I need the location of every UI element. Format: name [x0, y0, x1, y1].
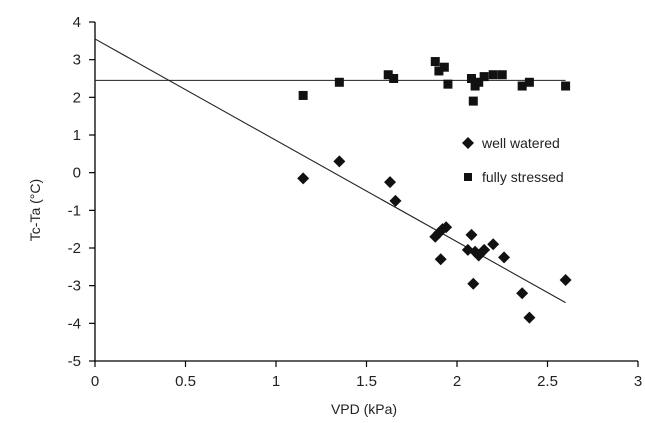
well-watered-point [297, 172, 310, 185]
y-tick-label: 4 [73, 14, 81, 31]
y-tick-label: 0 [73, 165, 81, 182]
x-tick-label: 1.5 [356, 373, 377, 390]
y-tick-label: -2 [68, 240, 81, 257]
y-tick-label: 3 [73, 52, 81, 69]
x-tick-label: 2 [453, 373, 461, 390]
fully-stressed-point [468, 96, 478, 106]
fully-stressed-point [488, 70, 498, 80]
data-points [297, 57, 572, 324]
regression-line [94, 38, 566, 304]
x-tick-label: 0 [91, 373, 99, 390]
y-tick-label: -5 [68, 353, 81, 370]
fully-stressed-point [524, 77, 534, 87]
fully-stressed-point [443, 79, 453, 89]
well-watered-point [523, 311, 536, 324]
y-tick-label: -3 [68, 278, 81, 295]
x-axis-label: VPD (kPa) [331, 401, 397, 417]
y-tick-label: -1 [68, 202, 81, 219]
fully-stressed-point [517, 81, 527, 91]
x-tick-label: 3 [634, 373, 642, 390]
well-watered-point [559, 274, 572, 287]
fully-stressed-point [497, 70, 507, 80]
legend-label: well watered [481, 135, 560, 151]
well-watered-point [333, 155, 346, 168]
well-watered-point [465, 228, 478, 241]
fully-stressed-point [479, 72, 489, 82]
x-tick-label: 1 [272, 373, 280, 390]
fully-stressed-point [430, 57, 440, 67]
legend-label: fully stressed [482, 169, 564, 185]
y-tick-label: -4 [68, 315, 81, 332]
x-tick-label: 2.5 [537, 373, 558, 390]
y-tick-label: 1 [73, 127, 81, 144]
legend: well watered fully stressed [462, 135, 564, 185]
well-watered-point [467, 277, 480, 290]
x-ticks: 0 0.5 1 1.5 2 2.5 3 [91, 361, 642, 390]
fully-stressed-point [298, 90, 308, 100]
well-watered-point [498, 251, 511, 264]
fully-stressed-point [434, 66, 444, 76]
fully-stressed-point [383, 70, 393, 80]
fully-stressed-point [439, 62, 449, 72]
fully-stressed-point [561, 81, 571, 91]
well-watered-point [384, 176, 397, 189]
y-tick-label: 2 [73, 89, 81, 106]
well-watered-point [389, 194, 402, 207]
y-ticks: 4 3 2 1 0 -1 -2 -3 -4 -5 [68, 14, 95, 370]
well-watered-point [487, 238, 500, 251]
x-tick-label: 0.5 [175, 373, 196, 390]
fully-stressed-point [389, 74, 399, 83]
y-axis-label: Tc-Ta (°C) [27, 179, 43, 241]
well-watered-point [478, 243, 491, 256]
well-watered-point [440, 221, 453, 234]
well-watered-point [516, 287, 529, 300]
well-watered-point [434, 253, 447, 266]
fully-stressed-point [474, 77, 484, 87]
fully-stressed-point [466, 74, 476, 83]
legend-square-marker [464, 173, 472, 181]
fully-stressed-point [334, 77, 344, 87]
legend-diamond-marker [462, 137, 474, 149]
